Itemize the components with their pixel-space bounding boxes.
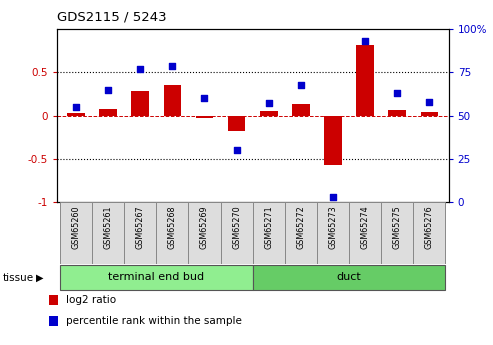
Point bbox=[169, 63, 176, 68]
FancyBboxPatch shape bbox=[60, 202, 92, 264]
Point bbox=[297, 82, 305, 87]
FancyBboxPatch shape bbox=[220, 202, 253, 264]
Point bbox=[265, 101, 273, 106]
Point bbox=[104, 87, 112, 92]
Text: GSM65272: GSM65272 bbox=[296, 206, 305, 249]
Bar bbox=[99, 109, 117, 116]
Text: GSM65270: GSM65270 bbox=[232, 206, 241, 249]
Bar bbox=[196, 116, 213, 118]
Text: percentile rank within the sample: percentile rank within the sample bbox=[66, 316, 242, 326]
Point bbox=[329, 194, 337, 199]
FancyBboxPatch shape bbox=[92, 202, 124, 264]
Point bbox=[425, 99, 433, 105]
FancyBboxPatch shape bbox=[285, 202, 317, 264]
Text: duct: duct bbox=[337, 272, 361, 282]
Bar bbox=[292, 104, 310, 116]
Text: GSM65261: GSM65261 bbox=[104, 206, 112, 249]
Point bbox=[72, 104, 80, 110]
Text: GSM65274: GSM65274 bbox=[360, 206, 370, 249]
Text: GSM65268: GSM65268 bbox=[168, 206, 177, 249]
Text: GSM65267: GSM65267 bbox=[136, 206, 145, 249]
FancyBboxPatch shape bbox=[349, 202, 381, 264]
Bar bbox=[67, 113, 85, 116]
Bar bbox=[132, 91, 149, 116]
Text: ▶: ▶ bbox=[35, 273, 43, 283]
FancyBboxPatch shape bbox=[317, 202, 349, 264]
Text: GSM65276: GSM65276 bbox=[425, 206, 434, 249]
Point bbox=[136, 66, 144, 72]
Bar bbox=[260, 111, 278, 116]
Point bbox=[233, 147, 241, 153]
FancyBboxPatch shape bbox=[156, 202, 188, 264]
Text: terminal end bud: terminal end bud bbox=[108, 272, 204, 282]
FancyBboxPatch shape bbox=[124, 202, 156, 264]
Point bbox=[201, 96, 209, 101]
Text: log2 ratio: log2 ratio bbox=[66, 295, 116, 305]
Point bbox=[393, 90, 401, 96]
FancyBboxPatch shape bbox=[188, 202, 220, 264]
Bar bbox=[421, 112, 438, 116]
Text: GDS2115 / 5243: GDS2115 / 5243 bbox=[57, 10, 166, 23]
Bar bbox=[356, 45, 374, 116]
Bar bbox=[388, 110, 406, 116]
FancyBboxPatch shape bbox=[253, 202, 285, 264]
FancyBboxPatch shape bbox=[60, 265, 253, 290]
FancyBboxPatch shape bbox=[253, 265, 445, 290]
Text: GSM65271: GSM65271 bbox=[264, 206, 273, 249]
Text: GSM65260: GSM65260 bbox=[71, 206, 80, 249]
Bar bbox=[164, 85, 181, 116]
FancyBboxPatch shape bbox=[413, 202, 445, 264]
Text: GSM65275: GSM65275 bbox=[393, 206, 402, 249]
Bar bbox=[228, 116, 246, 131]
Bar bbox=[324, 116, 342, 165]
Point bbox=[361, 39, 369, 44]
Text: tissue: tissue bbox=[2, 273, 34, 283]
Text: GSM65273: GSM65273 bbox=[328, 206, 338, 249]
FancyBboxPatch shape bbox=[381, 202, 413, 264]
Text: GSM65269: GSM65269 bbox=[200, 206, 209, 249]
